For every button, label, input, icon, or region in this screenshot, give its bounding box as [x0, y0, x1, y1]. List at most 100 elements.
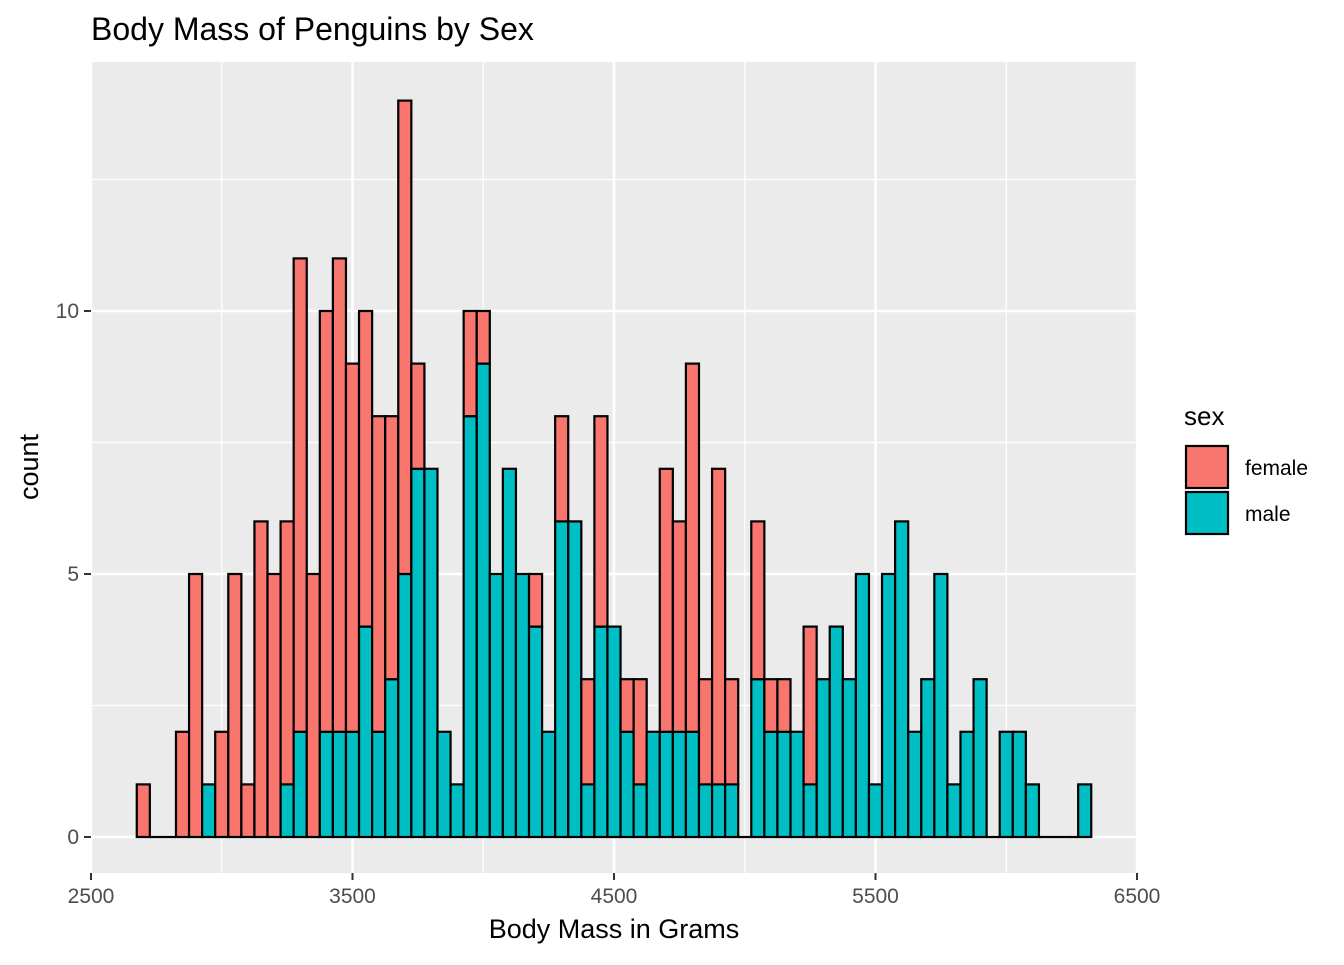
bar-female: [240, 783, 256, 839]
bar-male: [802, 783, 818, 839]
bar-female: [671, 520, 688, 733]
bar-male: [1077, 783, 1093, 839]
bar-female: [253, 520, 269, 839]
bar-male: [606, 625, 622, 839]
bar-male: [880, 572, 897, 839]
bar-female: [724, 678, 740, 786]
bar-female: [750, 520, 766, 681]
y-tick-label: 0: [67, 826, 79, 849]
bar-male: [567, 520, 583, 839]
bar-male: [684, 730, 701, 839]
bar-male: [527, 625, 544, 839]
bar-female: [318, 309, 334, 733]
axes: 2500 3500 4500 5500 6500 0 5 10: [56, 300, 1161, 908]
bar-female: [214, 730, 230, 839]
bar-male: [972, 678, 988, 839]
bar-male: [828, 625, 844, 839]
bar-female: [802, 625, 818, 786]
legend-label-female: female: [1245, 457, 1308, 480]
bar-male: [867, 783, 884, 839]
bar-female: [187, 572, 204, 839]
bar-male: [292, 730, 308, 839]
bar-male: [540, 730, 557, 839]
bar-male: [318, 730, 334, 839]
bar-male: [580, 783, 596, 839]
x-tick-label: 2500: [68, 885, 115, 908]
legend-title: sex: [1184, 401, 1224, 431]
bar-male: [384, 678, 400, 839]
y-tick-label: 10: [56, 300, 79, 323]
bar-female: [593, 415, 609, 628]
bar-male: [619, 730, 635, 839]
bar-female: [554, 415, 570, 523]
bar-male: [1024, 783, 1041, 839]
bar-female: [357, 309, 374, 628]
bar-male: [449, 783, 465, 839]
bar-male: [946, 783, 962, 839]
bar-male: [763, 730, 779, 839]
legend-key-male: [1184, 490, 1230, 536]
y-axis-label: count: [14, 433, 44, 500]
bar-female: [619, 678, 635, 733]
bar-female: [632, 678, 648, 786]
bar-female: [710, 467, 727, 786]
legend-key-female: [1184, 444, 1230, 490]
bar-male: [907, 730, 923, 839]
bar-male: [658, 730, 674, 839]
bar-female: [371, 415, 387, 733]
bar-male: [776, 730, 792, 839]
bar-male: [423, 467, 439, 839]
bar-male: [436, 730, 452, 839]
bar-male: [1011, 730, 1027, 839]
bar-male: [357, 625, 374, 839]
bar-male: [279, 783, 295, 839]
bar-female: [462, 309, 478, 418]
bar-female: [580, 678, 596, 786]
bar-male: [933, 572, 949, 839]
bar-female: [384, 415, 400, 681]
bar-female: [292, 257, 308, 733]
bar-female: [227, 572, 243, 839]
bar-male: [959, 730, 975, 839]
bar-male: [894, 520, 910, 839]
bar-male: [920, 678, 936, 839]
bar-male: [645, 730, 661, 839]
bar-male: [841, 678, 857, 839]
legend-label-male: male: [1245, 503, 1291, 526]
bar-female: [266, 572, 282, 839]
bar-male: [593, 625, 609, 839]
bar-male: [201, 783, 217, 839]
bar-male: [789, 730, 805, 839]
x-tick-label: 3500: [329, 885, 376, 908]
bar-female: [697, 678, 714, 786]
bar-female: [344, 362, 361, 733]
bar-female: [397, 99, 413, 576]
bar-male: [697, 783, 714, 839]
bar-male: [331, 730, 348, 839]
bar-male: [514, 572, 531, 839]
bar-female: [331, 257, 348, 733]
bar-male: [371, 730, 387, 839]
bar-female: [527, 572, 544, 628]
x-tick-label: 5500: [852, 885, 899, 908]
bar-female: [279, 520, 295, 786]
bar-female: [135, 783, 151, 839]
bar-male: [488, 572, 504, 839]
bar-male: [410, 467, 426, 839]
legend: sex female male: [1184, 401, 1308, 536]
bar-male: [554, 520, 570, 839]
y-tick-label: 5: [67, 563, 79, 586]
bar-male: [475, 362, 491, 839]
bar-male: [501, 467, 518, 839]
bar-male: [671, 730, 688, 839]
x-axis-label: Body Mass in Grams: [489, 914, 740, 944]
bar-female: [475, 309, 491, 365]
bar-female: [776, 678, 792, 733]
bar-male: [724, 783, 740, 839]
bar-female: [684, 362, 701, 733]
histogram-bars: [135, 99, 1093, 839]
bar-male: [344, 730, 361, 839]
x-tick-label: 4500: [591, 885, 638, 908]
